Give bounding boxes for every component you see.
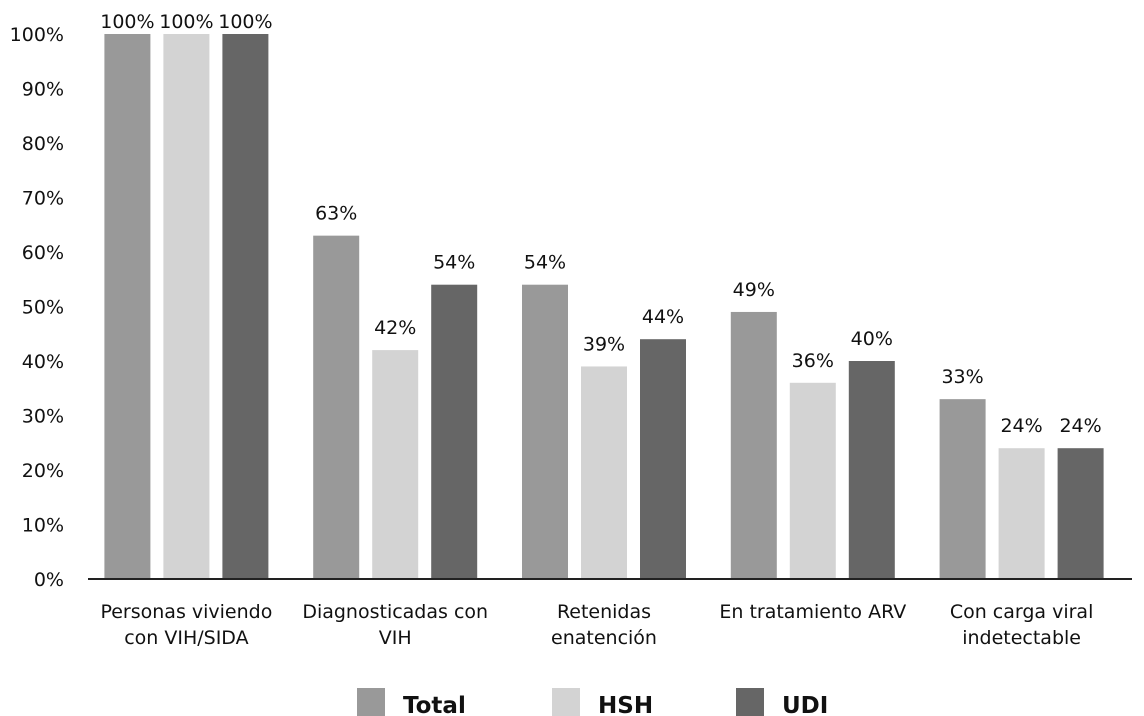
bar-hsh xyxy=(581,366,627,579)
data-label: 54% xyxy=(524,252,566,274)
category-label: Diagnosticadas con VIH xyxy=(302,601,488,649)
data-label: 100% xyxy=(100,11,154,33)
bar-udi xyxy=(431,284,478,579)
category-label-line: Con carga viral xyxy=(950,601,1094,623)
bars xyxy=(104,34,1104,579)
category-label-line: VIH xyxy=(379,627,412,649)
legend-label-udi: UDI xyxy=(782,693,828,716)
bar-total xyxy=(522,284,568,579)
data-label: 44% xyxy=(642,306,684,328)
category-label-line: En tratamiento ARV xyxy=(719,601,906,623)
category-label-line: indetectable xyxy=(962,627,1081,649)
category-label-line: Diagnosticadas con xyxy=(302,601,488,623)
bar-total xyxy=(730,311,777,579)
bar-udi xyxy=(1057,448,1104,579)
legend-swatch-total xyxy=(357,688,385,716)
category-label-line: Personas viviendo xyxy=(100,601,272,623)
bar-hsh xyxy=(163,34,210,579)
bar-total xyxy=(104,34,151,579)
y-tick-label: 0% xyxy=(34,569,64,591)
y-tick-label: 10% xyxy=(22,515,64,537)
legend-swatch-udi xyxy=(736,688,764,716)
data-labels: 100% 100% 100%63%42%54% 54%39%44%49%36%40%3… xyxy=(100,11,1101,437)
y-tick-label: 40% xyxy=(22,351,64,373)
y-tick-label: 20% xyxy=(22,460,64,482)
y-tick-label: 50% xyxy=(22,297,64,319)
data-label: 54% xyxy=(433,252,475,274)
category-label: En tratamiento ARV xyxy=(719,601,906,623)
bar-hsh xyxy=(372,350,419,579)
bar-hsh xyxy=(998,448,1045,579)
bar-hsh xyxy=(789,382,836,579)
legend: Total HSH UDI xyxy=(357,688,828,716)
legend-label-total: Total xyxy=(403,693,466,716)
y-tick-label: 70% xyxy=(22,188,64,210)
data-label: 24% xyxy=(1059,415,1101,437)
y-tick-label: 90% xyxy=(22,79,64,101)
bar-udi xyxy=(222,34,269,579)
data-label: 63% xyxy=(315,203,357,225)
data-label: 42% xyxy=(374,317,416,339)
category-label: Retenidas enatención xyxy=(551,601,657,649)
category-labels: Personas viviendo con VIH/SIDA Diagnostica… xyxy=(100,601,1093,649)
data-label: 100% xyxy=(218,11,272,33)
data-label: 33% xyxy=(941,366,983,388)
y-tick-label: 30% xyxy=(22,406,64,428)
y-tick-label: 60% xyxy=(22,242,64,264)
y-tick-label: 100% xyxy=(10,24,64,46)
data-label: 36% xyxy=(792,350,834,372)
bar-udi xyxy=(848,361,895,579)
bar-total xyxy=(939,399,986,579)
data-label: 39% xyxy=(583,333,625,355)
category-label-line: enatención xyxy=(551,627,657,649)
category-label-line: con VIH/SIDA xyxy=(124,627,248,649)
data-label: 49% xyxy=(733,279,775,301)
legend-label-hsh: HSH xyxy=(598,693,653,716)
category-label-line: Retenidas xyxy=(557,601,651,623)
data-label: 40% xyxy=(851,328,893,350)
category-label: Personas viviendo con VIH/SIDA xyxy=(100,601,272,649)
bar-udi xyxy=(640,339,686,579)
y-tick-label: 80% xyxy=(22,133,64,155)
bar-total xyxy=(313,235,360,579)
legend-swatch-hsh xyxy=(552,688,580,716)
data-label: 100% xyxy=(159,11,213,33)
y-axis-ticks: 0% 10% 20% 30% 40% 50% 60% 70% 80% 90% 100% xyxy=(10,24,64,591)
data-label: 24% xyxy=(1000,415,1042,437)
category-label: Con carga viral indetectable xyxy=(950,601,1094,649)
